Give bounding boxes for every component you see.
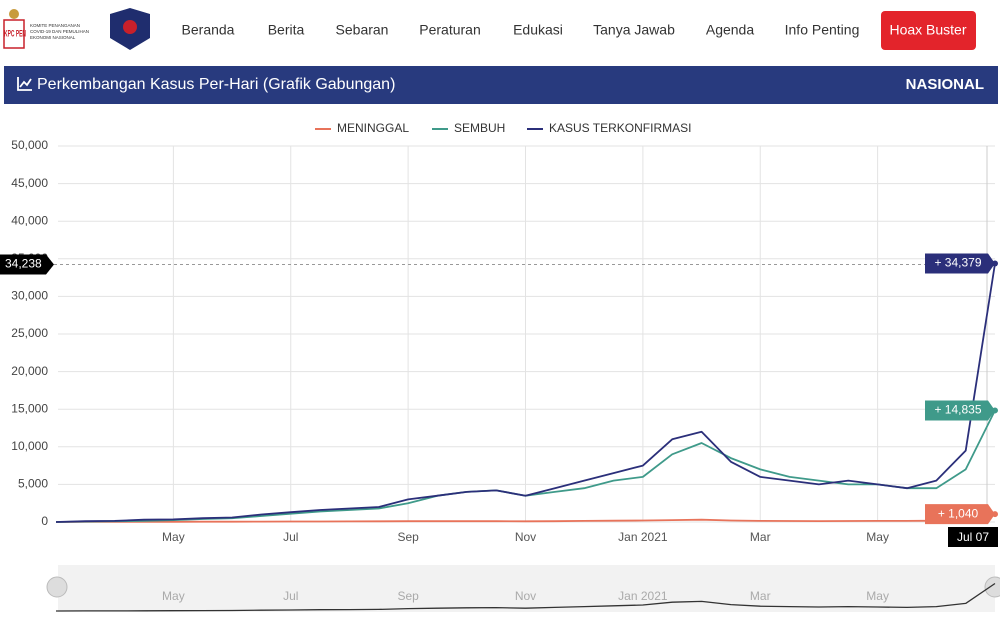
y-tick-label: 5,000 — [18, 477, 48, 491]
hoax-button-label[interactable]: Hoax Buster — [889, 22, 966, 38]
hoax-button[interactable] — [881, 11, 976, 50]
end-label-box — [925, 504, 995, 525]
y-tick-label: 40,000 — [11, 213, 48, 227]
y-tick-label: 0 — [41, 514, 48, 528]
legend-label: SEMBUH — [454, 121, 505, 135]
logo-frame — [3, 19, 25, 49]
panel-header — [4, 66, 998, 104]
navigator-label: May — [866, 589, 889, 603]
navigator-label: Jan 2021 — [618, 589, 668, 603]
series-line — [55, 263, 996, 523]
end-point — [992, 407, 998, 414]
crosshair-x-box — [948, 527, 998, 547]
navigator-bg — [58, 565, 995, 612]
navigator-handle[interactable] — [46, 576, 68, 598]
x-tick-label: Sep — [397, 530, 419, 544]
nav-link[interactable]: Sebaran — [336, 22, 389, 38]
x-tick-label: Jul 07 — [957, 530, 989, 544]
nav-link[interactable]: Berita — [268, 22, 305, 38]
y-tick-label: 45,000 — [11, 176, 48, 190]
logo-subtext: KOMITE PENANGANAN — [30, 23, 80, 28]
x-tick-label: Jan 2021 — [618, 530, 668, 544]
end-point — [992, 511, 998, 518]
legend-label: MENINGGAL — [337, 121, 409, 135]
end-label: + 1,040 — [938, 506, 979, 520]
navigator-label: May — [162, 589, 185, 603]
end-label: + 34,379 — [934, 256, 981, 270]
y-tick-label: 10,000 — [11, 439, 48, 453]
logo-emblem — [9, 9, 19, 19]
panel-region: NASIONAL — [906, 76, 984, 93]
y-tick-label: 30,000 — [11, 289, 48, 303]
nav-link[interactable]: Info Penting — [785, 22, 860, 38]
y-tick-label: 50,000 — [11, 138, 48, 152]
panel-title: Perkembangan Kasus Per-Hari (Grafik Gabu… — [37, 76, 395, 93]
x-tick-label: Mar — [750, 530, 771, 544]
navigator-line — [55, 582, 996, 612]
crosshair-y-box — [0, 254, 54, 275]
navigator-handle[interactable] — [984, 576, 1000, 598]
nav-link[interactable]: Edukasi — [513, 22, 563, 38]
navigator-label: Jul — [283, 589, 298, 603]
nav-link[interactable]: Beranda — [182, 22, 235, 38]
navigator-label: Mar — [750, 589, 771, 603]
x-tick-label: May — [162, 530, 185, 544]
logo-subtext: COVID-19 DAN PEMULIHAN — [30, 29, 89, 34]
nav-link[interactable]: Agenda — [706, 22, 754, 38]
y-tick-label: 25,000 — [11, 326, 48, 340]
crosshair-y-label: 34,238 — [5, 257, 42, 271]
y-tick-label: 15,000 — [11, 401, 48, 415]
logo-text: KPC PEN — [4, 28, 26, 38]
x-tick-label: Nov — [515, 530, 536, 544]
nav-link[interactable]: Tanya Jawab — [593, 22, 675, 38]
end-label-box — [925, 400, 995, 421]
end-label-box — [925, 253, 995, 274]
logo-shield-emblem — [123, 20, 137, 34]
navigator-label: Nov — [515, 589, 536, 603]
y-tick-label: 20,000 — [11, 364, 48, 378]
navigator-label: Sep — [397, 589, 419, 603]
x-tick-label: May — [866, 530, 889, 544]
chart-icon — [17, 77, 32, 91]
navbar — [0, 0, 1000, 62]
x-tick-label: Jul — [283, 530, 298, 544]
end-point — [992, 260, 998, 267]
legend-label: KASUS TERKONFIRMASI — [549, 121, 691, 135]
logo-subtext: EKONOMI NASIONAL — [30, 35, 76, 40]
end-label: + 14,835 — [934, 403, 981, 417]
series-line — [55, 513, 996, 523]
nav-link[interactable]: Peraturan — [419, 22, 480, 38]
